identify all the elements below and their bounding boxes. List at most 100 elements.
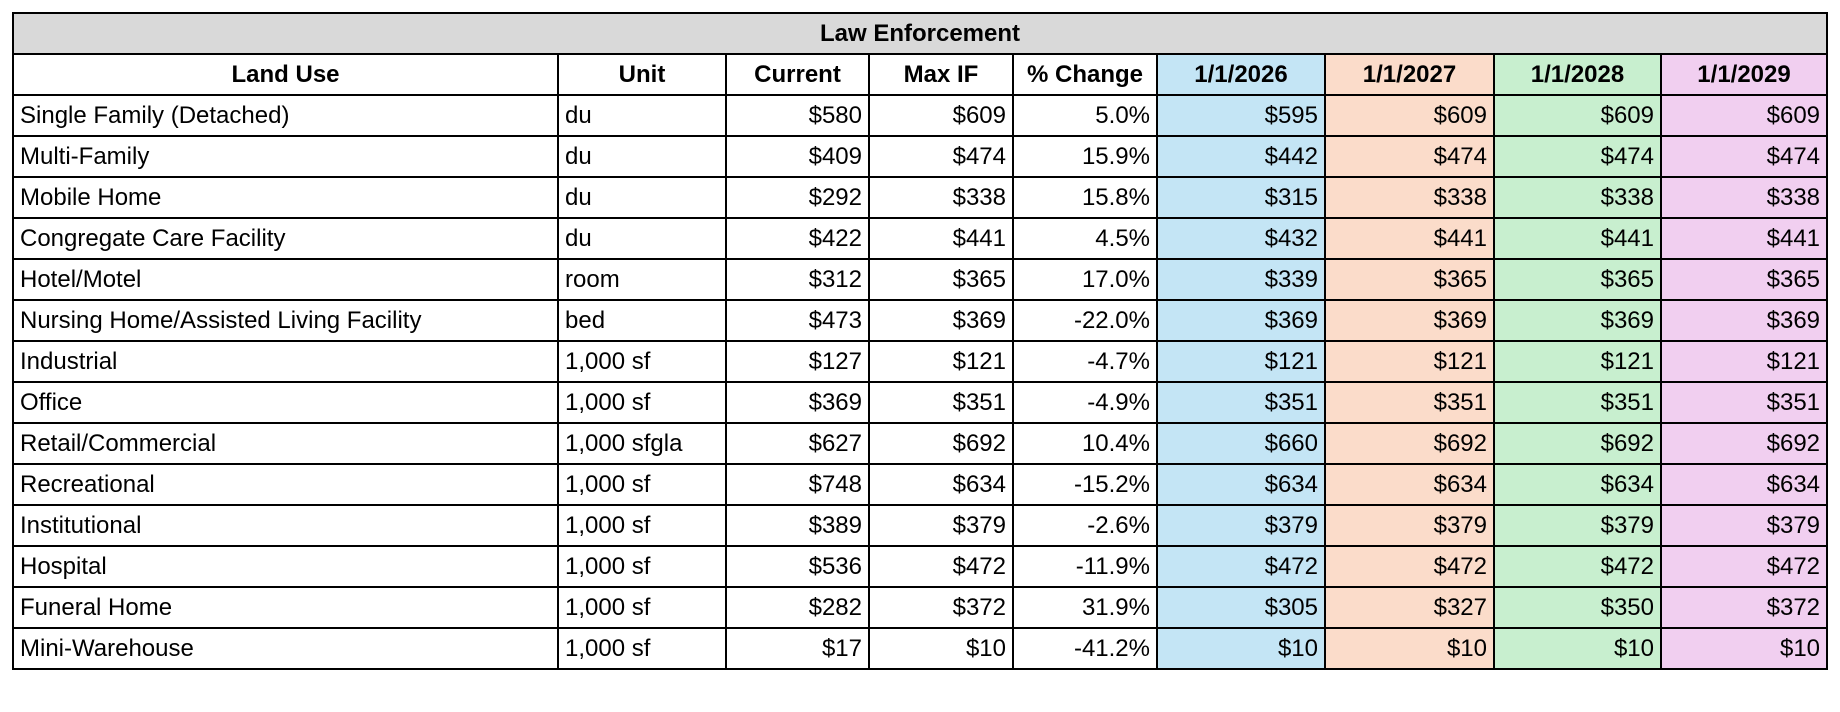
table-cell: $121 [868, 340, 1014, 383]
table-cell: -4.7% [1012, 340, 1158, 383]
table-cell: Nursing Home/Assisted Living Facility [12, 299, 559, 342]
table-cell: $121 [1493, 340, 1662, 383]
table-cell: $305 [1156, 586, 1326, 629]
table-row: Mini-Warehouse 1,000 sf $17 $10 -41.2% $10 $10… [12, 627, 1829, 670]
table-cell: $472 [1156, 545, 1326, 588]
table-cell: Hospital [12, 545, 559, 588]
table-cell: Recreational [12, 463, 559, 506]
table-cell: $536 [725, 545, 870, 588]
table-cell: $472 [868, 545, 1014, 588]
table-row: Institutional 1,000 sf $389 $379 -2.6% $379 $3… [12, 504, 1829, 547]
column-header: Unit [557, 53, 727, 96]
table-cell: $372 [1659, 586, 1829, 629]
table-cell: $338 [1493, 176, 1662, 219]
table-cell: $634 [1156, 463, 1326, 506]
table-cell: $369 [1659, 299, 1829, 342]
table-cell: -15.2% [1012, 463, 1158, 506]
table-cell: $609 [1493, 94, 1662, 137]
table-row: Hospital 1,000 sf $536 $472 -11.9% $472 $472 $4… [12, 545, 1829, 588]
table-cell: $441 [868, 217, 1014, 260]
table-row: Industrial 1,000 sf $127 $121 -4.7% $121 $121 $… [12, 340, 1829, 383]
table-title: Law Enforcement [11, 12, 1829, 55]
table-cell: 1,000 sf [557, 545, 727, 588]
table-cell: $379 [1156, 504, 1326, 547]
table-cell: $442 [1156, 135, 1326, 178]
table-cell: Office [12, 381, 559, 424]
table-row: Mobile Home du $292 $338 15.8% $315 $338 $338 $3… [12, 176, 1829, 219]
table-cell: $369 [725, 381, 870, 424]
table-cell: $369 [1324, 299, 1495, 342]
table-cell: $282 [725, 586, 870, 629]
table-cell: $121 [1659, 340, 1829, 383]
table-cell: $627 [725, 422, 870, 465]
table-cell: $472 [1493, 545, 1662, 588]
column-header: % Change [1012, 53, 1158, 96]
table-cell: $10 [868, 627, 1014, 670]
table-cell: $292 [725, 176, 870, 219]
table-cell: $121 [1324, 340, 1495, 383]
table-cell: $365 [868, 258, 1014, 301]
table-cell: $389 [725, 504, 870, 547]
table-cell: $634 [1324, 463, 1495, 506]
table-cell: 31.9% [1012, 586, 1158, 629]
table-cell: $127 [725, 340, 870, 383]
table-cell: -11.9% [1012, 545, 1158, 588]
table-cell: $634 [868, 463, 1014, 506]
table-cell: du [557, 135, 727, 178]
table-cell: $634 [1659, 463, 1829, 506]
table-cell: 1,000 sf [557, 463, 727, 506]
header-row: Land Use Unit Current Max IF% Change 1/1/202… [12, 53, 1829, 96]
table-cell: 1,000 sf [557, 340, 727, 383]
table-cell: $409 [725, 135, 870, 178]
table-cell: 15.8% [1012, 176, 1158, 219]
table-cell: $327 [1324, 586, 1495, 629]
table-cell: Funeral Home [12, 586, 559, 629]
table-row: Congregate Care Facility du $422 $441 4.5% $4… [12, 217, 1829, 260]
table-cell: $474 [1493, 135, 1662, 178]
table-cell: $422 [725, 217, 870, 260]
table-cell: du [557, 94, 727, 137]
column-header: Land Use [12, 53, 559, 96]
table-cell: Hotel/Motel [12, 258, 559, 301]
table-cell: 17.0% [1012, 258, 1158, 301]
table-cell: 5.0% [1012, 94, 1158, 137]
table-cell: $365 [1324, 258, 1495, 301]
table-cell: $379 [1659, 504, 1829, 547]
table-cell: $379 [1324, 504, 1495, 547]
table-cell: $351 [1156, 381, 1326, 424]
table-cell: $609 [1659, 94, 1829, 137]
table-cell: 15.9% [1012, 135, 1158, 178]
table-cell: -4.9% [1012, 381, 1158, 424]
table-cell: Multi-Family [12, 135, 559, 178]
table-cell: $339 [1156, 258, 1326, 301]
table-cell: $312 [725, 258, 870, 301]
column-header: 1/1/2026 [1156, 53, 1326, 96]
table-cell: $379 [868, 504, 1014, 547]
table-cell: $660 [1156, 422, 1326, 465]
column-header: 1/1/2029 [1659, 53, 1829, 96]
table-cell: $10 [1659, 627, 1829, 670]
column-header: 1/1/2027 [1324, 53, 1495, 96]
column-header: Max IF [868, 53, 1014, 96]
table-cell: $369 [868, 299, 1014, 342]
table-cell: $441 [1324, 217, 1495, 260]
table-row: Retail/Commercial 1,000 sfgla $627 $692 10.4… [12, 422, 1829, 465]
table-cell: 1,000 sfgla [557, 422, 727, 465]
table-cell: -22.0% [1012, 299, 1158, 342]
table-cell: 1,000 sf [557, 586, 727, 629]
table-row: Single Family (Detached) du $580 $609 5.0% $5… [12, 94, 1829, 137]
table-cell: $350 [1493, 586, 1662, 629]
table-cell: $474 [1659, 135, 1829, 178]
table-cell: $372 [868, 586, 1014, 629]
table-cell: $609 [1324, 94, 1495, 137]
table-cell: $609 [868, 94, 1014, 137]
table-row: Funeral Home 1,000 sf $282 $372 31.9% $305 $32… [12, 586, 1829, 629]
table-cell: $692 [1324, 422, 1495, 465]
table-cell: $441 [1493, 217, 1662, 260]
table-cell: $10 [1324, 627, 1495, 670]
table-cell: $365 [1659, 258, 1829, 301]
table-cell: $580 [725, 94, 870, 137]
table-cell: Retail/Commercial [12, 422, 559, 465]
table-cell: Mini-Warehouse [12, 627, 559, 670]
